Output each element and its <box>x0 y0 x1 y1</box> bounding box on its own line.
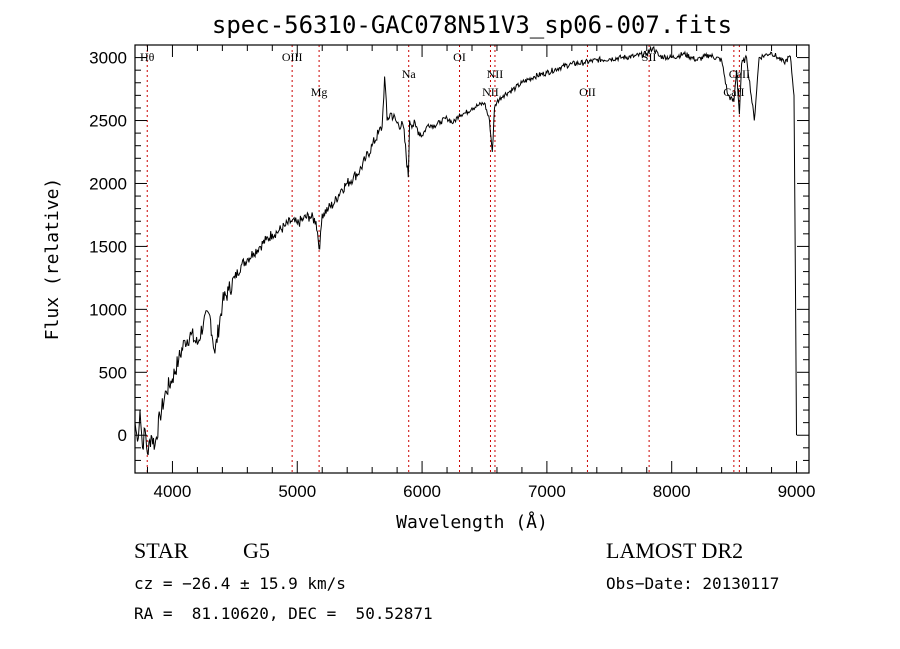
chart-title: spec-56310-GAC078N51V3_sp06-007.fits <box>212 11 732 39</box>
y-axis-label: Flux (relative) <box>42 178 63 341</box>
x-axis-label: Wavelength (Å) <box>396 511 548 533</box>
line-marker-label: Mg <box>311 85 328 99</box>
line-marker-label: OI <box>453 50 466 64</box>
redshift-velocity: cz = −26.4 ± 15.9 km/s <box>134 574 346 593</box>
spectrum-line-0 <box>134 45 797 456</box>
axis-ticks: 4000 5000 6000 7000 8000 9000 0 500 1000 1500 2000… <box>89 45 815 501</box>
line-marker-label: NII <box>487 67 504 81</box>
x-tick-label: 4000 <box>154 482 192 501</box>
y-tick-label: 500 <box>99 363 127 382</box>
survey-name: LAMOST DR2 <box>606 538 744 563</box>
x-tick-label: 8000 <box>653 482 691 501</box>
x-tick-label: 5000 <box>278 482 316 501</box>
line-marker-label: Hθ <box>140 50 155 64</box>
y-tick-label: 2000 <box>89 174 127 193</box>
y-tick-label: 3000 <box>89 49 127 68</box>
object-class: STAR <box>134 538 189 563</box>
y-tick-label: 1500 <box>89 237 127 256</box>
y-tick-label: 2500 <box>89 112 127 131</box>
line-marker-label: NII <box>482 85 499 99</box>
line-marker-label: OIII <box>282 50 303 64</box>
x-tick-label: 9000 <box>778 482 816 501</box>
object-subclass: G5 <box>243 538 270 563</box>
x-tick-label: 7000 <box>528 482 566 501</box>
x-tick-label: 6000 <box>403 482 441 501</box>
line-marker-label: OII <box>579 85 596 99</box>
sky-coordinates: RA = 81.10620, DEC = 50.52871 <box>134 604 433 623</box>
observation-date: Obs−Date: 20130117 <box>606 574 780 593</box>
y-tick-label: 0 <box>118 426 127 445</box>
plot-frame <box>134 44 810 474</box>
line-marker-label: CaII <box>729 67 750 81</box>
line-marker-label: Na <box>402 67 417 81</box>
y-tick-label: 1000 <box>89 300 127 319</box>
spectrum-series <box>134 45 797 456</box>
